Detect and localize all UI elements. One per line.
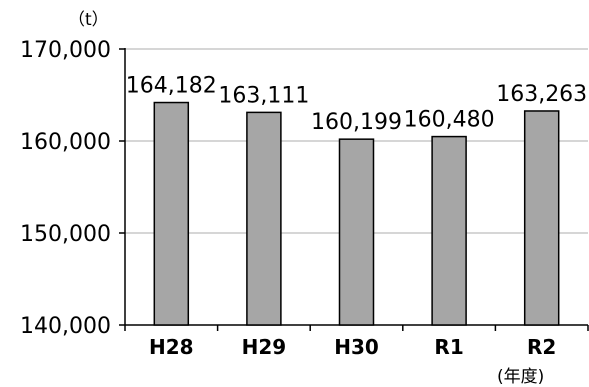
bar-h30 xyxy=(338,138,375,326)
category-label: H28 xyxy=(149,335,194,359)
bar-h29 xyxy=(246,111,282,326)
y-tick-label: 160,000 xyxy=(20,130,111,155)
x-unit-label: (年度) xyxy=(497,367,544,387)
data-label: 160,480 xyxy=(404,108,495,133)
data-label: 163,111 xyxy=(218,83,309,108)
category-label: R1 xyxy=(434,335,463,359)
y-tick-labels: 140,000 150,000 160,000 170,000 xyxy=(20,38,111,339)
y-unit-label: （t） xyxy=(68,10,109,30)
bar-r2 xyxy=(523,110,560,326)
bar-r1 xyxy=(431,135,467,326)
y-tick-label: 150,000 xyxy=(20,222,111,247)
y-tick-label: 170,000 xyxy=(20,38,111,63)
bar-h28 xyxy=(153,101,190,326)
category-label: H30 xyxy=(334,335,379,359)
data-label: 160,199 xyxy=(311,110,402,135)
data-label: 164,182 xyxy=(126,74,217,99)
category-labels: H28 H29 H30 R1 R2 xyxy=(149,335,556,359)
y-tick-label: 140,000 xyxy=(20,314,111,339)
bars xyxy=(153,101,560,326)
data-label: 163,263 xyxy=(496,82,587,107)
category-label: R2 xyxy=(527,335,556,359)
category-label: H29 xyxy=(242,335,287,359)
